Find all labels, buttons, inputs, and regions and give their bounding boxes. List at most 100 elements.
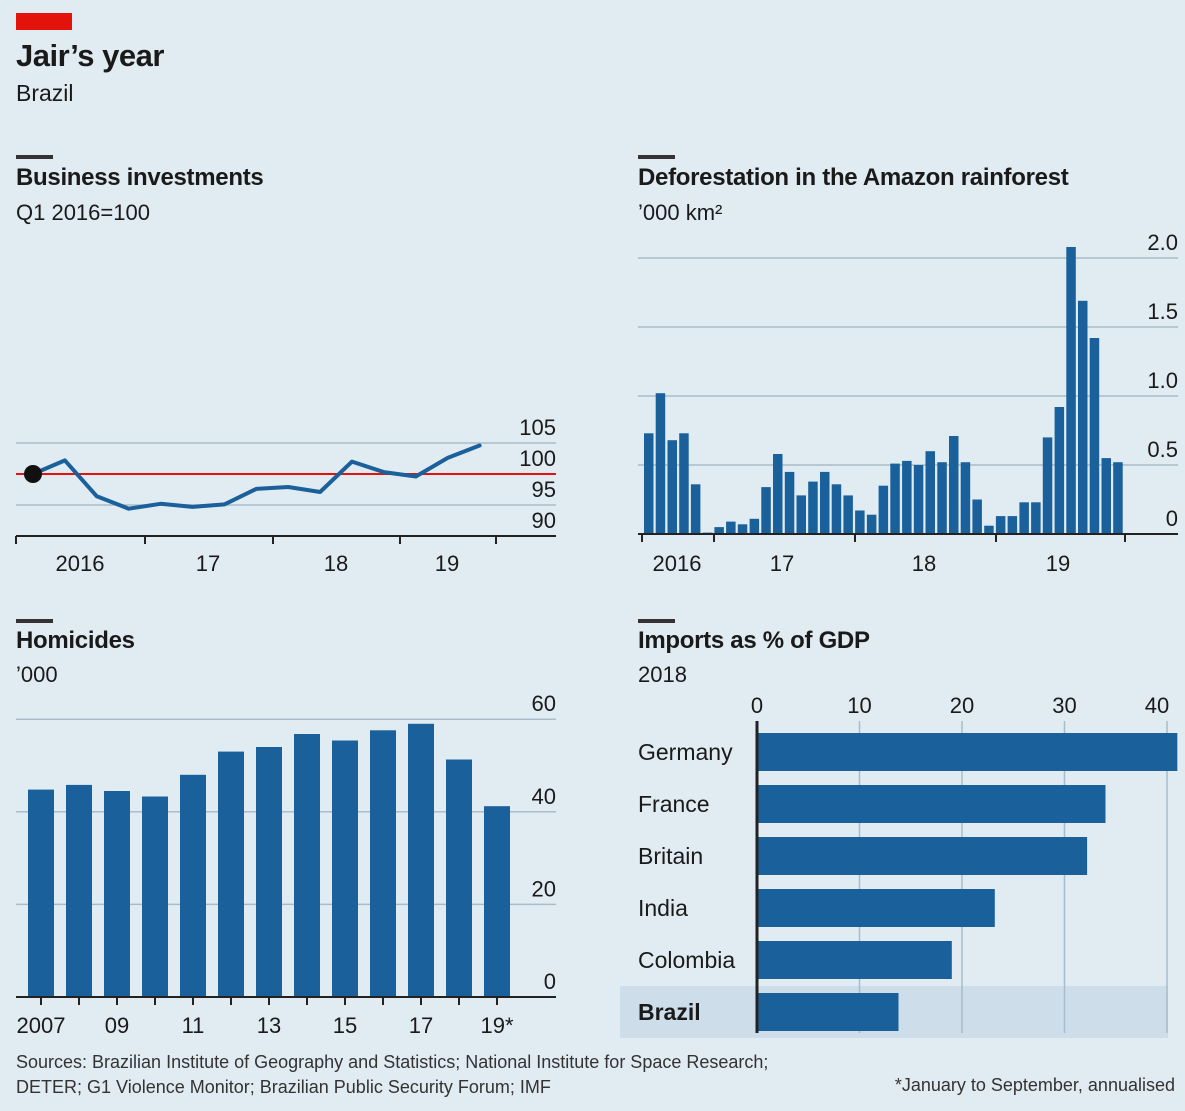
homicides-bar — [142, 796, 168, 997]
deforestation-bar — [843, 495, 853, 534]
y-tick-label: 0.5 — [1147, 437, 1178, 462]
sources-line: Sources: Brazilian Institute of Geograph… — [16, 1052, 769, 1072]
x-tick-label: 11 — [182, 1013, 205, 1038]
category-label: France — [638, 791, 710, 817]
imports-bar — [757, 941, 952, 979]
y-tick-label: 60 — [532, 691, 556, 716]
deforestation-bar — [995, 516, 1006, 534]
panel-rule — [638, 619, 675, 623]
x-tick-label: 17 — [196, 551, 220, 576]
deforestation-bar — [1066, 247, 1076, 534]
homicides-chart-title: Homicides — [16, 627, 135, 654]
deforestation-bar — [1054, 407, 1065, 534]
y-tick-label: 1.0 — [1147, 368, 1178, 393]
panel-rule — [638, 155, 675, 159]
imports-chart-subtitle: 2018 — [638, 662, 687, 687]
x-tick-label: 2007 — [17, 1013, 66, 1038]
deforestation-bar — [972, 499, 982, 534]
deforestation-bar — [749, 518, 760, 534]
deforestation-bar — [1078, 300, 1088, 534]
x-tick-label: 13 — [257, 1013, 281, 1038]
deforestation-bar — [878, 485, 889, 534]
category-label: Germany — [638, 739, 733, 765]
deforestation-bar — [949, 436, 959, 534]
deforestation-bar — [726, 521, 736, 534]
deforestation-bar — [644, 433, 654, 534]
y-tick-label: 1.5 — [1147, 299, 1178, 324]
deforestation-bar — [1007, 516, 1018, 534]
deforestation-bar — [913, 465, 924, 534]
x-tick-label: 09 — [105, 1013, 129, 1038]
homicides-bar — [294, 734, 320, 997]
homicides-chart: 0 20 40 60 2007 09 11 13 15 17 19* — [16, 691, 556, 1038]
deforestation-bar — [902, 460, 912, 534]
deforestation-bar — [960, 462, 971, 534]
imports-bar — [757, 785, 1106, 823]
x-tick-label: 2016 — [56, 551, 105, 576]
deforestation-bar — [1113, 462, 1123, 534]
deforestation-bar — [667, 440, 677, 534]
x-tick-label: 40 — [1145, 693, 1169, 718]
homicides-bar — [66, 784, 92, 997]
deforestation-bar — [679, 433, 689, 534]
x-tick-label: 2016 — [653, 551, 702, 576]
deforestation-bar — [1101, 458, 1111, 534]
homicides-bar — [332, 740, 358, 997]
imports-bar — [757, 837, 1088, 875]
deforestation-bar — [714, 527, 724, 534]
panel-rule — [16, 155, 53, 159]
deforestation-bar — [655, 393, 666, 534]
y-tick-label: 90 — [532, 508, 556, 533]
deforestation-bar — [820, 471, 830, 534]
footnote: *January to September, annualised — [894, 1075, 1175, 1095]
homicides-bar — [370, 730, 396, 997]
brand-tag — [16, 13, 72, 30]
deforestation-bar — [761, 487, 771, 534]
base-point-marker — [24, 465, 42, 483]
homicides-bar — [256, 747, 282, 997]
y-tick-label: 2.0 — [1147, 230, 1178, 255]
deforestation-bar — [808, 481, 818, 534]
y-tick-label: 0 — [1166, 506, 1178, 531]
y-tick-label: 40 — [532, 784, 556, 809]
homicides-bar — [484, 806, 510, 997]
deforestation-bar — [866, 514, 877, 534]
y-tick-label: 95 — [532, 477, 556, 502]
x-tick-label: 19 — [435, 551, 459, 576]
y-tick-label: 100 — [519, 446, 556, 471]
deforestation-bar — [937, 462, 947, 534]
x-tick-label: 20 — [950, 693, 974, 718]
deforestation-bar — [1089, 338, 1100, 534]
imports-bar — [757, 993, 899, 1031]
deforestation-bar — [796, 495, 806, 534]
business-chart-subtitle: Q1 2016=100 — [16, 200, 150, 225]
y-tick-label: 0 — [544, 969, 556, 994]
homicides-bar — [104, 791, 130, 997]
homicides-bar — [218, 751, 244, 997]
y-tick-label: 20 — [532, 876, 556, 901]
deforestation-bar — [1019, 502, 1029, 534]
homicides-bar — [180, 774, 206, 997]
deforestation-bar — [737, 524, 748, 534]
deforestation-bar — [773, 454, 783, 534]
x-tick-label: 10 — [847, 693, 871, 718]
x-tick-label: 17 — [409, 1013, 433, 1038]
deforestation-bar — [784, 471, 795, 534]
x-tick-label: 19* — [480, 1013, 513, 1038]
x-tick-label: 18 — [912, 551, 936, 576]
x-tick-label: 18 — [324, 551, 348, 576]
investment-series-line — [31, 443, 482, 511]
deforestation-bar — [984, 525, 994, 534]
deforestation-bar — [1042, 437, 1053, 534]
deforestation-bar — [831, 484, 842, 534]
category-label: Colombia — [638, 947, 735, 973]
x-tick-label: 17 — [770, 551, 794, 576]
x-tick-label: 0 — [751, 693, 763, 718]
homicides-chart-subtitle: ’000 — [16, 662, 58, 687]
imports-bar — [757, 889, 995, 927]
deforestation-bar — [890, 463, 900, 534]
category-label: Brazil — [638, 999, 701, 1025]
imports-bar — [757, 733, 1178, 771]
panel-rule — [16, 619, 53, 623]
x-tick-label: 15 — [333, 1013, 357, 1038]
